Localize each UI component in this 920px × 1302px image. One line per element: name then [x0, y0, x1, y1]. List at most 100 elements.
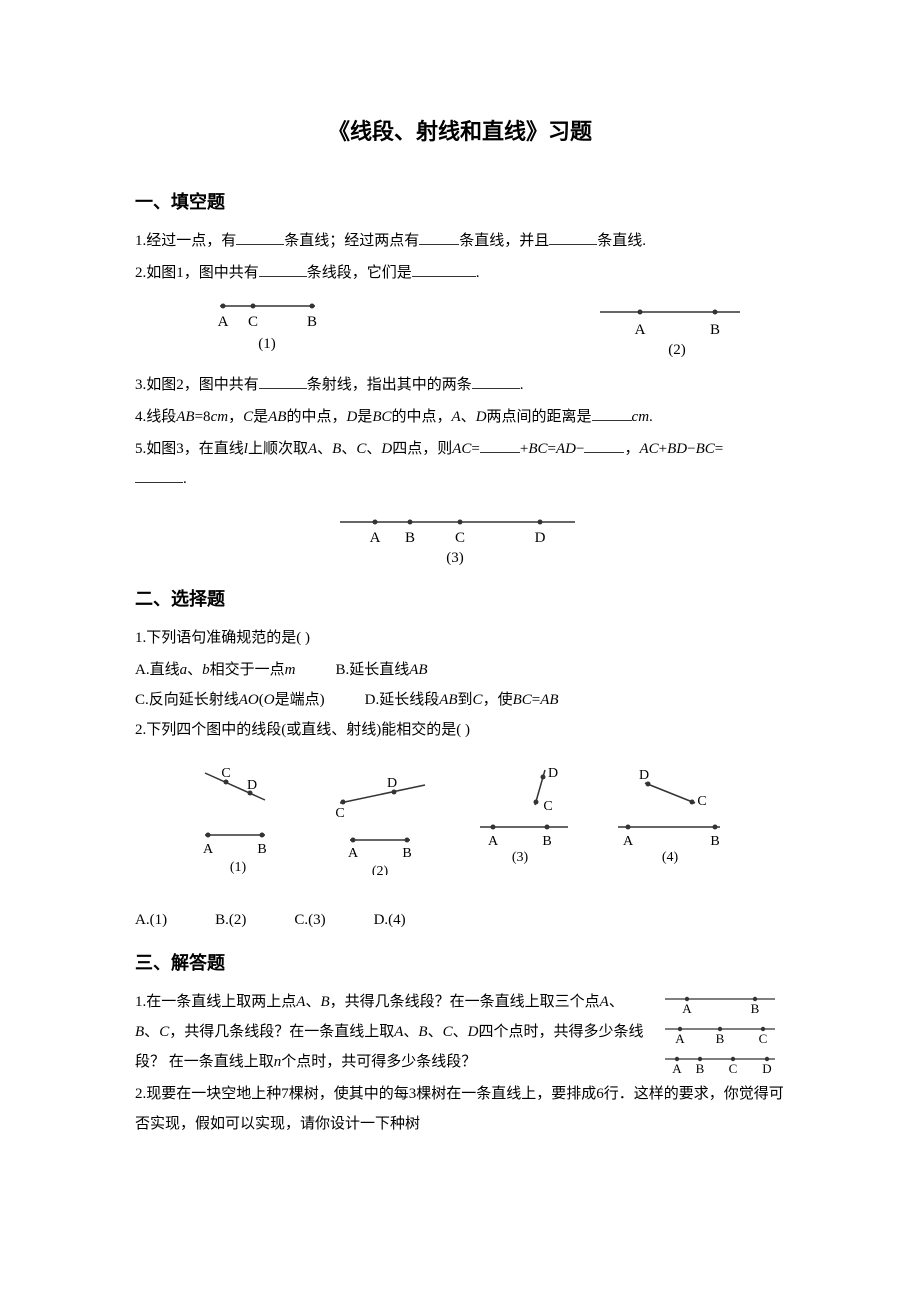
t: AO	[239, 692, 259, 708]
t: a	[180, 662, 188, 678]
s1q2-t2: 条线段，它们是	[307, 265, 412, 281]
t: C	[473, 692, 483, 708]
t: BC	[372, 409, 391, 425]
blank	[412, 262, 476, 277]
t: BD	[667, 441, 687, 457]
t: 、	[305, 994, 320, 1010]
s1q2-t3: .	[476, 265, 480, 281]
t: 个点时，共可得多少条线段？	[281, 1054, 476, 1070]
s1q3-t1: 3.如图2，图中共有	[135, 377, 259, 393]
s2q1-optA: A.直线a、b相交于一点m	[135, 655, 295, 685]
t: A	[488, 834, 499, 849]
t: 是	[357, 409, 372, 425]
t: ，共得几条线段？在一条直线上取	[169, 1024, 394, 1040]
t: AB	[540, 692, 558, 708]
t: 、	[403, 1024, 418, 1040]
t: C	[243, 409, 253, 425]
section2-header: 二、选择题	[135, 581, 785, 617]
optB: B.(2)	[215, 905, 246, 935]
t: =	[548, 441, 556, 457]
t: cm	[211, 409, 229, 425]
fig3-D: D	[535, 530, 546, 546]
t: 是端点)	[275, 692, 325, 708]
t: .	[183, 471, 187, 487]
section3-header: 三、解答题	[135, 945, 785, 981]
section1-header: 一、填空题	[135, 184, 785, 220]
t: AB	[176, 409, 194, 425]
t: A.直线	[135, 662, 180, 678]
s2-q1-row2: C.反向延长射线AO(O是端点) D.延长线段AB到C，使BC=AB	[135, 685, 785, 715]
t: cm	[632, 409, 650, 425]
blank	[259, 262, 307, 277]
blank	[472, 374, 520, 389]
s2q1-optB: B.延长直线AB	[335, 655, 427, 685]
t: C.反向延长射线	[135, 692, 239, 708]
t: B	[751, 1001, 760, 1016]
t: D	[387, 776, 397, 791]
t: A	[394, 1024, 403, 1040]
t: ，共得几条线段？在一条直线上取三个点	[330, 994, 600, 1010]
t: B	[332, 441, 341, 457]
t: B	[402, 846, 411, 861]
blank	[480, 438, 520, 453]
t: =	[532, 692, 540, 708]
t: D.延长线段	[365, 692, 440, 708]
fig3-B: B	[405, 530, 415, 546]
t: 的中点，	[286, 409, 346, 425]
t: B	[418, 1024, 427, 1040]
t: AC	[639, 441, 658, 457]
t: B	[542, 834, 551, 849]
t: B.延长直线	[335, 662, 409, 678]
t: AC	[452, 441, 471, 457]
t: AB	[439, 692, 457, 708]
s2q1-optC: C.反向延长射线AO(O是端点)	[135, 685, 325, 715]
fig1-B: B	[307, 314, 317, 330]
t: A	[623, 834, 634, 849]
s1q2-t1: 2.如图1，图中共有	[135, 265, 259, 281]
s3-q2: 2.现要在一块空地上种7棵树，使其中的每3棵树在一条直线上，要排成6行．这样的要…	[135, 1079, 785, 1139]
t: =8	[195, 409, 211, 425]
s1q1-t3: 条直线，并且	[459, 233, 549, 249]
t: AD	[556, 441, 576, 457]
t: 1.在一条直线上取两上点	[135, 994, 296, 1010]
t: ，	[228, 409, 243, 425]
figures-row-1: A C B (1) A B (2)	[135, 294, 785, 364]
t: B	[696, 1061, 705, 1076]
t: C	[221, 766, 230, 781]
s1q1-t4: 条直线.	[597, 233, 646, 249]
t: BC	[528, 441, 547, 457]
t: −	[687, 441, 695, 457]
t: D	[548, 766, 558, 781]
t: AB	[268, 409, 286, 425]
optC: C.(3)	[294, 905, 325, 935]
t: ，	[624, 441, 639, 457]
t: 上顺次取	[248, 441, 308, 457]
t: (4)	[662, 850, 679, 865]
t: C	[443, 1024, 453, 1040]
t: +	[659, 441, 667, 457]
t: 的中点，	[391, 409, 451, 425]
fig2-caption: (2)	[668, 342, 686, 358]
t: D	[476, 409, 487, 425]
s2-q1: 1.下列语句准确规范的是( )	[135, 623, 785, 653]
t: C	[159, 1024, 169, 1040]
t: D	[247, 778, 257, 793]
t: 、	[461, 409, 476, 425]
s1-q1: 1.经过一点，有条直线；经过两点有条直线，并且条直线.	[135, 226, 785, 256]
s1-q5: 5.如图3，在直线l上顺次取A、B、C、D四点，则AC=+BC=AD−，AC+B…	[135, 434, 785, 494]
t: 到	[458, 692, 473, 708]
t: (1)	[230, 860, 247, 875]
t: B	[716, 1031, 725, 1046]
t: 4.线段	[135, 409, 176, 425]
s1-q4: 4.线段AB=8cm，C是AB的中点，D是BC的中点，A、D两点间的距离是cm.	[135, 402, 785, 432]
mc-fig1: A B C D (1)	[190, 765, 300, 875]
t: A	[682, 1001, 692, 1016]
s2-q1-row1: A.直线a、b相交于一点m B.延长直线AB	[135, 655, 785, 685]
t: 、	[341, 441, 356, 457]
mc-figures: A B C D (1) A B C D (2) A B C D (3)	[135, 765, 785, 875]
blank	[549, 230, 597, 245]
figure-1: A C B (1)	[205, 294, 405, 364]
t: m	[285, 662, 296, 678]
figure-3: A B C D (3)	[330, 510, 590, 565]
t: A	[600, 994, 609, 1010]
